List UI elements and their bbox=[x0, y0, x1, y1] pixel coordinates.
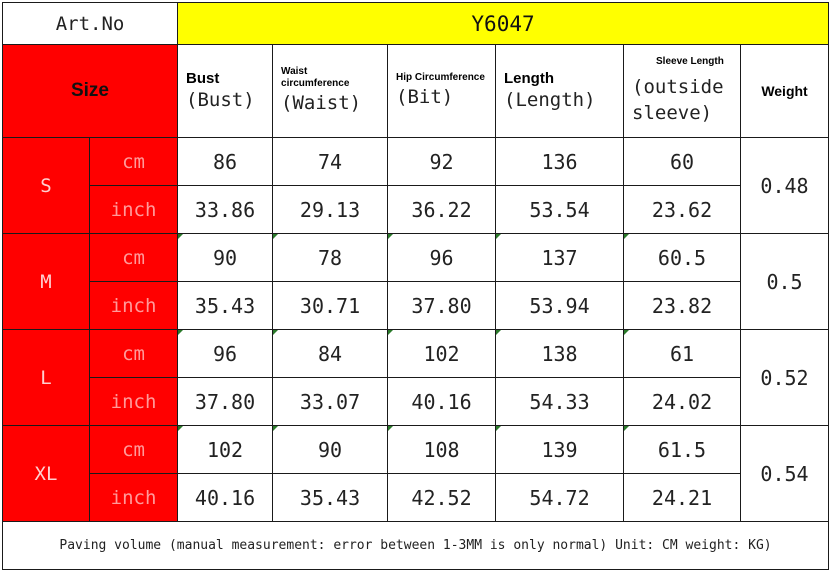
waist-cm: 78 bbox=[272, 233, 389, 282]
bust-cm: 96 bbox=[177, 329, 274, 378]
table-row: S cm 86 74 92 136 60 0.48 bbox=[2, 137, 830, 234]
table-row: XL cm 102 90 108 139 61.5 0.54 bbox=[2, 425, 830, 522]
bust-inch: 37.80 bbox=[177, 377, 274, 426]
waist-column-header: Waist circumference (Waist) bbox=[272, 44, 389, 138]
waist-cm: 74 bbox=[272, 137, 389, 186]
bust-subtitle: (Bust) bbox=[186, 88, 255, 111]
unit-inch: inch bbox=[88, 185, 179, 234]
size-label-xl: XL bbox=[2, 425, 90, 522]
bust-cm: 86 bbox=[177, 137, 274, 186]
bust-column-header: Bust (Bust) bbox=[177, 44, 274, 138]
waist-inch: 33.07 bbox=[272, 377, 389, 426]
unit-inch: inch bbox=[88, 281, 179, 330]
length-column-header: Length (Length) bbox=[495, 44, 625, 138]
table-row: inch 35.43 30.71 37.80 53.94 23.82 bbox=[3, 281, 829, 330]
sleeve-cm: 61 bbox=[623, 329, 742, 378]
bust-title: Bust bbox=[186, 69, 220, 87]
waist-inch: 35.43 bbox=[272, 473, 389, 522]
hip-cm: 102 bbox=[387, 329, 497, 378]
sleeve-inch: 24.21 bbox=[623, 473, 742, 522]
table-row: inch 37.80 33.07 40.16 54.33 24.02 bbox=[3, 377, 829, 426]
size-column-header: Size bbox=[1, 44, 179, 138]
hip-subtitle: (Bit) bbox=[396, 86, 454, 108]
waist-cm: 84 bbox=[272, 329, 389, 378]
hip-inch: 42.52 bbox=[387, 473, 497, 522]
unit-cm: cm bbox=[88, 233, 179, 282]
weight-column-header: Weight bbox=[740, 44, 830, 138]
unit-cm: cm bbox=[88, 425, 179, 474]
sleeve-inch: 23.82 bbox=[623, 281, 742, 330]
weight-value: 0.52 bbox=[740, 329, 830, 426]
sleeve-column-header: Sleeve Length (outside sleeve) bbox=[623, 44, 742, 138]
column-header-row: Size Bust (Bust) Waist circumference (Wa… bbox=[1, 44, 830, 138]
weight-value: 0.54 bbox=[740, 425, 830, 522]
hip-title: Hip Circumference bbox=[396, 72, 485, 83]
length-inch: 53.94 bbox=[495, 281, 625, 330]
table-row: inch 40.16 35.43 42.52 54.72 24.21 bbox=[3, 473, 829, 522]
waist-inch: 29.13 bbox=[272, 185, 389, 234]
length-subtitle: (Length) bbox=[504, 88, 596, 111]
length-inch: 54.33 bbox=[495, 377, 625, 426]
waist-inch: 30.71 bbox=[272, 281, 389, 330]
length-cm: 139 bbox=[495, 425, 625, 474]
unit-cm: cm bbox=[88, 137, 179, 186]
sleeve-cm: 60.5 bbox=[623, 233, 742, 282]
waist-title: Waist circumference bbox=[281, 66, 350, 89]
sleeve-inch: 23.62 bbox=[623, 185, 742, 234]
model-number: Y6047 bbox=[177, 2, 830, 45]
hip-cm: 108 bbox=[387, 425, 497, 474]
bust-inch: 33.86 bbox=[177, 185, 274, 234]
hip-inch: 40.16 bbox=[387, 377, 497, 426]
length-cm: 136 bbox=[495, 137, 625, 186]
sleeve-cm: 61.5 bbox=[623, 425, 742, 474]
table-row: M cm 90 78 96 137 60.5 0.5 bbox=[2, 233, 830, 330]
bust-inch: 35.43 bbox=[177, 281, 274, 330]
hip-inch: 36.22 bbox=[387, 185, 497, 234]
table-row: L cm 96 84 102 138 61 0.52 bbox=[2, 329, 830, 426]
sleeve-subtitle: (outside sleeve) bbox=[632, 76, 724, 124]
sleeve-cm: 60 bbox=[623, 137, 742, 186]
length-title: Length bbox=[504, 69, 555, 87]
size-label-m: M bbox=[2, 233, 90, 330]
sleeve-title: Sleeve Length bbox=[656, 56, 724, 67]
hip-inch: 37.80 bbox=[387, 281, 497, 330]
length-inch: 54.72 bbox=[495, 473, 625, 522]
measurement-note: Paving volume (manual measurement: error… bbox=[1, 521, 830, 570]
sleeve-inch: 24.02 bbox=[623, 377, 742, 426]
hip-cm: 96 bbox=[387, 233, 497, 282]
bust-inch: 40.16 bbox=[177, 473, 274, 522]
unit-inch: inch bbox=[88, 473, 179, 522]
table-row: inch 33.86 29.13 36.22 53.54 23.62 bbox=[3, 185, 829, 234]
length-cm: 137 bbox=[495, 233, 625, 282]
waist-cm: 90 bbox=[272, 425, 389, 474]
bust-cm: 90 bbox=[177, 233, 274, 282]
unit-cm: cm bbox=[88, 329, 179, 378]
art-no-label: Art.No bbox=[1, 2, 179, 45]
length-cm: 138 bbox=[495, 329, 625, 378]
length-inch: 53.54 bbox=[495, 185, 625, 234]
hip-cm: 92 bbox=[387, 137, 497, 186]
waist-subtitle: (Waist) bbox=[281, 92, 362, 114]
size-label-l: L bbox=[2, 329, 90, 426]
size-label-s: S bbox=[2, 137, 90, 234]
hip-column-header: Hip Circumference (Bit) bbox=[387, 44, 497, 138]
weight-value: 0.48 bbox=[740, 137, 830, 234]
weight-value: 0.5 bbox=[740, 233, 830, 330]
bust-cm: 102 bbox=[177, 425, 274, 474]
unit-inch: inch bbox=[88, 377, 179, 426]
